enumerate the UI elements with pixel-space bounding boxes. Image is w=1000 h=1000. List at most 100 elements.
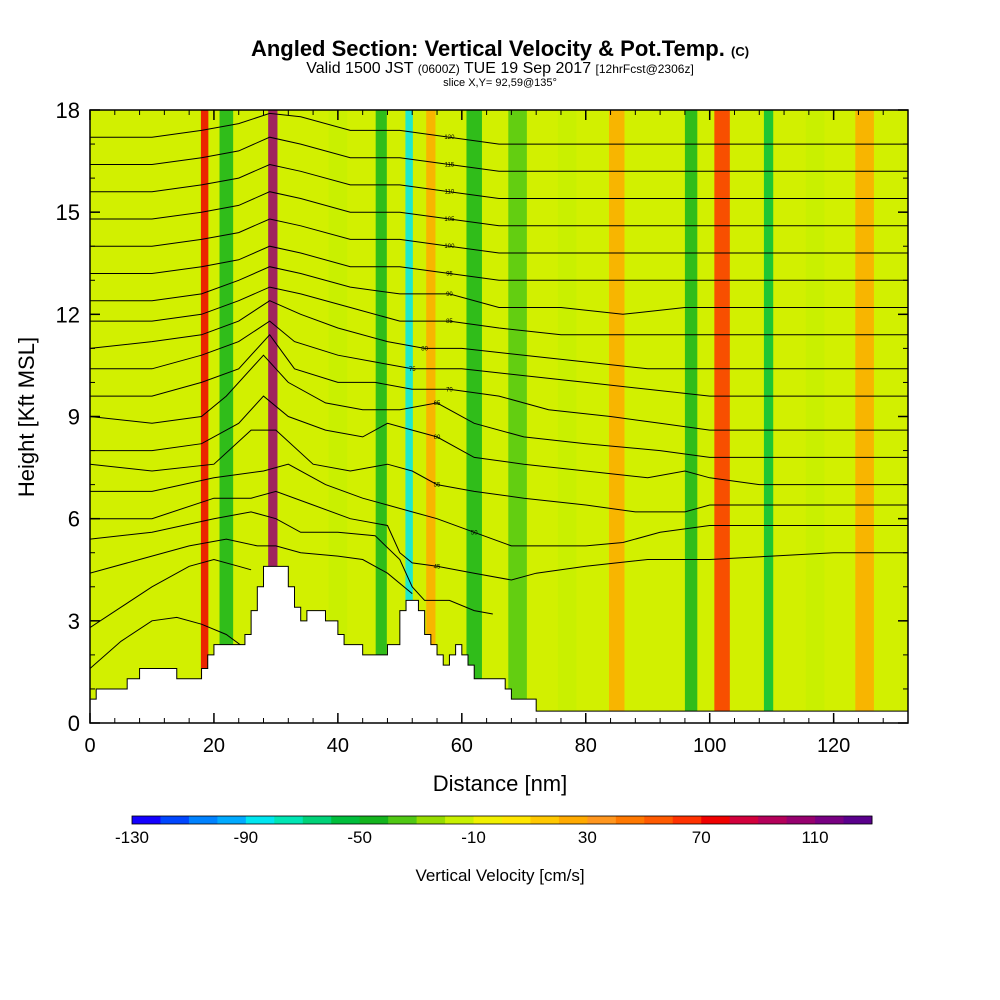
- isentrope-line: [90, 191, 908, 227]
- colorbar-tick-label: -130: [115, 828, 149, 847]
- isentrope-line: [90, 320, 908, 397]
- isentrope-label: 95: [446, 271, 453, 277]
- colorbar-swatch: [729, 816, 759, 824]
- colorbar-tick-label: -50: [347, 828, 372, 847]
- isentrope-line: [90, 429, 908, 513]
- isentrope-label: 50: [471, 530, 478, 536]
- colorbar-swatch: [701, 816, 731, 824]
- colorbar-swatch: [302, 816, 332, 824]
- terrain-mask: [90, 565, 908, 723]
- isentrope-label: 85: [446, 319, 453, 325]
- isentrope-line: [90, 218, 908, 254]
- colorbar-swatch: [615, 816, 645, 824]
- isentrope-line: [90, 112, 908, 145]
- colorbar-swatch: [274, 816, 304, 824]
- colorbar-swatch: [217, 816, 247, 824]
- velocity-band: [375, 110, 387, 723]
- colorbar-swatch: [558, 816, 588, 824]
- colorbar-swatch: [786, 816, 816, 824]
- velocity-band: [508, 110, 527, 723]
- isentrope-label: 70: [446, 387, 453, 393]
- isentrope-label: 105: [444, 217, 455, 223]
- valid-time-line: Valid 1500 JST (0600Z) TUE 19 Sep 2017 […: [306, 60, 694, 77]
- isentrope-label: 45: [434, 564, 441, 570]
- y-tick-label: 12: [56, 302, 80, 327]
- isentrope-line: [90, 395, 908, 486]
- slice-info: slice X,Y= 92,59@135°: [443, 77, 557, 89]
- colorbar-swatch: [587, 816, 617, 824]
- colorbar-swatch: [473, 816, 503, 824]
- isentrope-line: [90, 286, 908, 336]
- colorbar: -130 -90 -50 -10 30 70 110: [115, 815, 873, 847]
- isentrope-line: [90, 538, 413, 594]
- isentrope-label: 90: [446, 292, 453, 298]
- isentrope-line: [90, 558, 252, 629]
- colorbar-tick-label: 30: [578, 828, 597, 847]
- velocity-band: [200, 110, 209, 723]
- isentrope-label: 60: [434, 435, 441, 441]
- colorbar-swatch: [530, 816, 560, 824]
- velocity-band: [328, 110, 348, 723]
- isentrope-line: [90, 511, 493, 615]
- colorbar-frame: [131, 815, 873, 825]
- isentrope-label: 100: [444, 244, 455, 250]
- isentrope-line: [90, 334, 908, 431]
- x-tick-label: 60: [451, 735, 473, 757]
- isentrope-contours: 45 50 55 60 65 70 75 80 85 90 95 100 105 110 115 120: [90, 112, 908, 669]
- colorbar-swatch: [359, 816, 389, 824]
- colorbar-swatch: [672, 816, 702, 824]
- velocity-band: [805, 110, 825, 723]
- colorbar-tick-label: 70: [692, 828, 711, 847]
- x-axis-label: Distance [nm]: [433, 771, 568, 796]
- isentrope-label: 75: [409, 367, 416, 373]
- colorbar-swatch: [132, 816, 161, 824]
- y-axis-label: Height [Kft MSL]: [14, 337, 39, 497]
- isentrope-label: 110: [445, 190, 455, 196]
- isentrope-line: [90, 163, 908, 199]
- colorbar-swatch: [644, 816, 674, 824]
- y-tick-label: 6: [68, 507, 80, 532]
- velocity-band: [268, 110, 278, 723]
- x-tick-label: 40: [327, 735, 349, 757]
- colorbar-tick-label: -10: [461, 828, 486, 847]
- isentrope-line: [90, 245, 908, 281]
- isentrope-label: 65: [434, 401, 441, 407]
- x-tick-label: 100: [693, 735, 726, 757]
- velocity-band: [426, 110, 436, 723]
- isentrope-line: [90, 136, 908, 172]
- velocity-band: [714, 110, 730, 723]
- y-tick-label: 9: [68, 405, 80, 430]
- velocity-band: [219, 110, 234, 723]
- y-tick-label: 15: [56, 200, 80, 225]
- y-tick-label: 18: [56, 98, 80, 123]
- velocity-field: [90, 110, 908, 723]
- velocity-band: [466, 110, 482, 723]
- colorbar-swatch: [388, 816, 418, 824]
- velocity-band: [684, 110, 698, 723]
- colorbar-tick-label: -90: [234, 828, 259, 847]
- colorbar-swatch: [331, 816, 361, 824]
- x-tick-label: 20: [203, 735, 225, 757]
- colorbar-swatch: [160, 816, 190, 824]
- velocity-base: [90, 110, 908, 723]
- velocity-band: [763, 110, 774, 723]
- isentrope-line: [90, 354, 908, 458]
- isentrope-line: [90, 300, 908, 370]
- isentrope-line: [90, 616, 246, 669]
- y-axis: 0 3 6 9 12 15 18: [56, 98, 908, 736]
- isentrope-label: 80: [421, 346, 428, 352]
- velocity-band: [608, 110, 625, 723]
- x-tick-label: 80: [575, 735, 597, 757]
- colorbar-swatch: [416, 816, 446, 824]
- colorbar-label: Vertical Velocity [cm/s]: [415, 866, 584, 885]
- colorbar-swatch: [843, 816, 873, 824]
- velocity-band: [405, 110, 413, 723]
- colorbar-swatch: [758, 816, 788, 824]
- isentrope-line: [90, 490, 908, 581]
- isentrope-label: 55: [434, 483, 441, 489]
- colorbar-tick-label: 110: [802, 828, 829, 847]
- x-tick-label: 120: [817, 735, 850, 757]
- colorbar-swatch: [188, 816, 218, 824]
- plot-area: 45 50 55 60 65 70 75 80 85 90 95 100 105 110 115 120: [90, 110, 908, 723]
